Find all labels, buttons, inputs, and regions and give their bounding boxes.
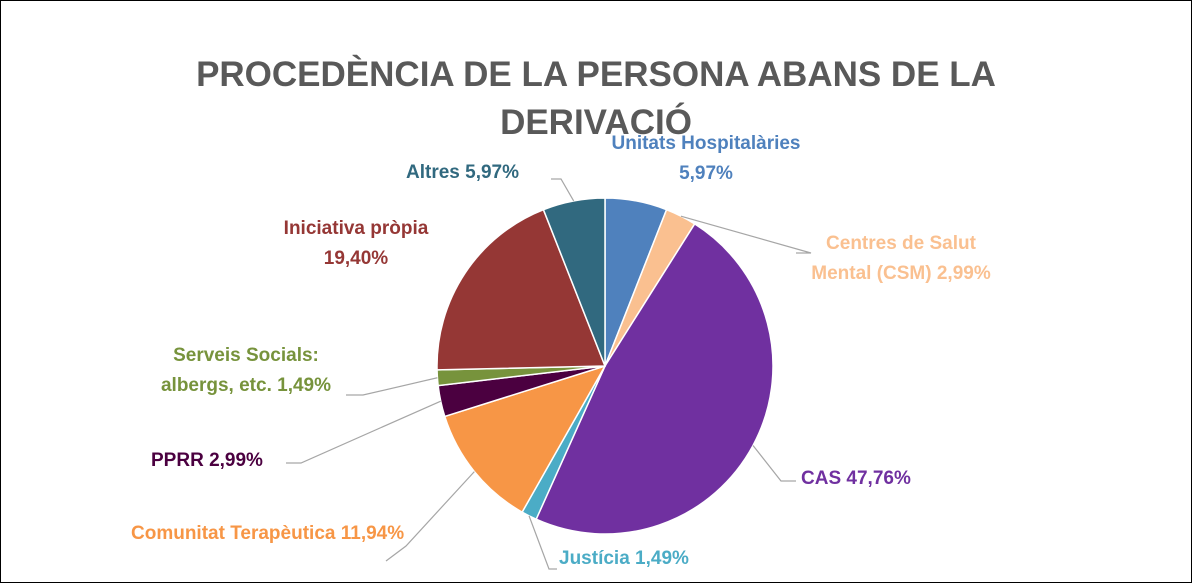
leader-line: [680, 215, 812, 254]
data-label: Iniciativa pròpia 19,40%: [251, 214, 461, 274]
data-label: PPRR 2,99%: [151, 446, 301, 476]
data-label: Justícia 1,49%: [559, 544, 759, 574]
leader-line: [528, 515, 557, 570]
category-label: Unitats Hospitalàries: [611, 133, 801, 154]
value-label: 11,94%: [340, 523, 405, 544]
category-label: Centres de Salut Mental (CSM): [811, 233, 976, 284]
category-label: Iniciativa pròpia: [283, 218, 429, 239]
leader-line: [752, 445, 796, 482]
data-label: Centres de Salut Mental (CSM) 2,99%: [801, 229, 1001, 289]
value-label: 1,49%: [277, 375, 332, 396]
pie-slice: [542, 197, 606, 367]
data-label: Altres 5,97%: [406, 158, 556, 188]
leader-line: [286, 400, 441, 464]
data-label: CAS 47,76%: [801, 464, 1001, 494]
value-label: 19,40%: [323, 248, 389, 269]
category-label: Serveis Socials: albergs, etc.: [160, 345, 319, 396]
leader-line: [346, 377, 438, 396]
value-label: 2,99%: [936, 263, 991, 284]
chart-title: PROCEDÈNCIA DE LA PERSONA ABANS DE LA DE…: [196, 55, 996, 142]
value-label: 2,99%: [209, 450, 263, 471]
value-label: 5,97%: [465, 162, 520, 183]
leader-line: [551, 178, 575, 202]
data-label: Unitats Hospitalàries 5,97%: [591, 129, 821, 189]
data-label: Serveis Socials: albergs, etc. 1,49%: [141, 341, 351, 401]
category-label: Justícia: [559, 548, 630, 569]
data-label: Comunitat Terapèutica 11,94%: [131, 519, 421, 549]
value-label: 47,76%: [846, 468, 911, 489]
leader-line: [385, 471, 475, 562]
pie-slice: [535, 222, 774, 535]
category-label: CAS: [801, 468, 842, 489]
category-label: PPRR: [151, 450, 204, 471]
pie-slice: [436, 208, 607, 371]
value-label: 5,97%: [679, 163, 733, 184]
category-label: Altres: [406, 162, 460, 183]
value-label: 1,49%: [635, 548, 689, 569]
category-label: Comunitat Terapèutica: [131, 523, 336, 544]
